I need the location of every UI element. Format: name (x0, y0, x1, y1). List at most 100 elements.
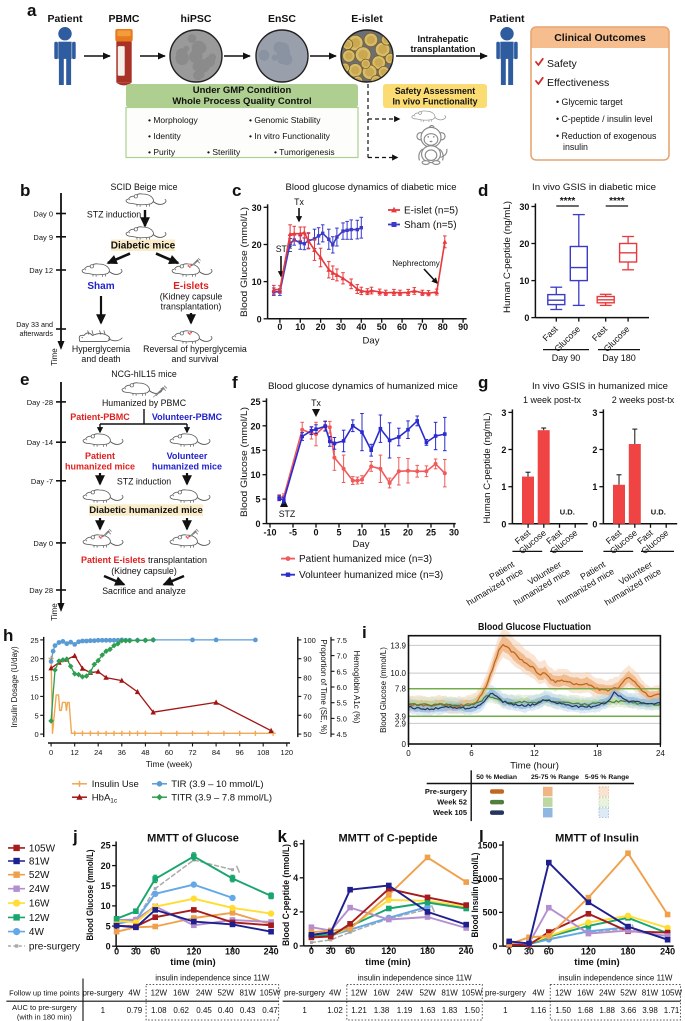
svg-text:3: 3 (501, 408, 506, 418)
svg-text:25: 25 (30, 636, 38, 645)
svg-text:Day 0: Day 0 (33, 539, 53, 548)
svg-text:20: 20 (30, 655, 38, 664)
svg-text:7.8: 7.8 (395, 685, 407, 694)
svg-text:5.5: 5.5 (337, 699, 347, 708)
svg-text:afterwards: afterwards (19, 329, 53, 338)
svg-text:96: 96 (235, 748, 243, 757)
svg-text:Patient: Patient (47, 13, 83, 25)
svg-text:1: 1 (503, 1006, 508, 1015)
svg-text:105W: 105W (260, 988, 281, 997)
svg-text:4W: 4W (329, 988, 341, 997)
svg-text:Blood Insulin (pmol/L): Blood Insulin (pmol/L) (470, 853, 480, 938)
svg-text:52W: 52W (419, 988, 436, 997)
svg-text:20: 20 (250, 421, 260, 431)
svg-text:SCID Beige mice: SCID Beige mice (111, 182, 178, 192)
svg-text:****: **** (560, 196, 576, 207)
svg-text:6.0: 6.0 (337, 683, 347, 692)
svg-text:Follow up time points: Follow up time points (9, 988, 80, 997)
svg-text:81W: 81W (441, 988, 458, 997)
svg-text:Human C-peptide (ng/mL): Human C-peptide (ng/mL) (502, 201, 512, 313)
svg-text:pre-surgery: pre-surgery (485, 988, 526, 997)
svg-text:105W: 105W (462, 988, 483, 997)
svg-text:3.9: 3.9 (395, 712, 407, 721)
svg-text:3: 3 (592, 408, 597, 418)
svg-text:1.88: 1.88 (599, 1006, 615, 1015)
svg-text:5: 5 (336, 528, 341, 538)
svg-text:52W: 52W (29, 870, 50, 881)
svg-text:Blood C-peptide (nmol/L): Blood C-peptide (nmol/L) (281, 844, 291, 946)
svg-text:1: 1 (101, 1006, 106, 1015)
svg-text:6.5: 6.5 (337, 667, 347, 676)
svg-text:30: 30 (252, 203, 262, 213)
svg-text:In vivo GSIS in humanized mice: In vivo GSIS in humanized mice (532, 381, 668, 391)
svg-text:• In vitro Functionality: • In vitro Functionality (249, 131, 331, 141)
svg-text:MMTT of Glucose: MMTT of Glucose (147, 833, 239, 845)
svg-text:5: 5 (255, 495, 260, 505)
svg-text:0.43: 0.43 (240, 1006, 256, 1015)
svg-text:2: 2 (293, 907, 298, 917)
svg-text:transplantation): transplantation) (161, 302, 222, 312)
svg-text:180: 180 (420, 946, 435, 956)
svg-text:4W: 4W (532, 988, 544, 997)
svg-text:Proportion of Time (SE, %): Proportion of Time (SE, %) (319, 639, 328, 734)
svg-text:5-95 % Range: 5-95 % Range (585, 774, 629, 781)
svg-text:Hemoglobin A1c (%): Hemoglobin A1c (%) (352, 651, 361, 724)
svg-text:60: 60 (150, 946, 160, 956)
svg-text:Blood Glucose (mmol/L): Blood Glucose (mmol/L) (239, 407, 249, 517)
svg-text:0: 0 (402, 740, 407, 749)
svg-text:1.38: 1.38 (374, 1006, 390, 1015)
svg-text:0: 0 (35, 730, 39, 739)
svg-text:U.D.: U.D. (560, 508, 575, 517)
svg-text:Insulin Dosage (U/day): Insulin Dosage (U/day) (10, 646, 19, 728)
svg-text:Humanized by PBMC: Humanized by PBMC (102, 398, 187, 408)
svg-text:120: 120 (381, 946, 396, 956)
svg-text:12W: 12W (151, 988, 168, 997)
svg-text:10: 10 (30, 692, 38, 701)
svg-text:60: 60 (345, 946, 355, 956)
svg-text:humanized mice: humanized mice (65, 462, 135, 472)
svg-text:k: k (278, 827, 288, 846)
svg-text:time (min): time (min) (574, 957, 619, 968)
svg-text:0: 0 (313, 528, 318, 538)
svg-text:insulin independence since 11W: insulin independence since 11W (357, 974, 472, 983)
svg-text:Clinical Outcomes: Clinical Outcomes (554, 32, 646, 44)
svg-text:• Tumorigenesis: • Tumorigenesis (274, 147, 335, 157)
svg-text:0: 0 (592, 519, 597, 529)
svg-text:Under GMP Condition: Under GMP Condition (193, 85, 292, 96)
svg-text:• Sterility: • Sterility (207, 147, 241, 157)
svg-text:0: 0 (501, 519, 506, 529)
svg-text:0: 0 (49, 748, 53, 757)
svg-text:240: 240 (459, 946, 474, 956)
svg-text:25: 25 (101, 841, 111, 851)
svg-text:Volunteer-PBMC: Volunteer-PBMC (152, 412, 223, 422)
svg-text:• Genomic Stability: • Genomic Stability (249, 115, 321, 125)
svg-text:g: g (478, 373, 488, 392)
svg-text:16W: 16W (173, 988, 190, 997)
svg-text:7.5: 7.5 (337, 636, 347, 645)
svg-text:Week 52: Week 52 (437, 798, 467, 807)
svg-text:16W: 16W (577, 988, 594, 997)
svg-text:transplantation: transplantation (410, 44, 475, 54)
svg-text:insulin independence since 11W: insulin independence since 11W (558, 974, 673, 983)
svg-text:0: 0 (293, 941, 298, 951)
svg-text:10: 10 (250, 470, 260, 480)
svg-text:-10: -10 (263, 528, 276, 538)
svg-text:16W: 16W (29, 899, 50, 910)
svg-text:(Kidney capsule: (Kidney capsule (160, 292, 223, 302)
svg-text:Reversal of hyperglycemia: Reversal of hyperglycemia (143, 344, 247, 354)
svg-text:12W: 12W (29, 913, 50, 924)
svg-text:Nephrectomy: Nephrectomy (392, 259, 440, 268)
svg-text:STZ: STZ (279, 509, 296, 519)
svg-text:Blood glucose dynamics of huma: Blood glucose dynamics of humanized mice (268, 381, 458, 391)
svg-text:time (min): time (min) (170, 957, 215, 968)
svg-text:81W: 81W (29, 857, 50, 868)
svg-text:3.66: 3.66 (621, 1006, 637, 1015)
svg-text:40: 40 (356, 322, 366, 332)
svg-text:20: 20 (252, 240, 262, 250)
svg-text:Patient: Patient (85, 451, 115, 461)
svg-text:Day 12: Day 12 (29, 266, 53, 275)
svg-text:-5: -5 (289, 528, 297, 538)
svg-text:5.0: 5.0 (337, 714, 347, 723)
svg-text:1.16: 1.16 (531, 1006, 547, 1015)
svg-text:pre-surgery: pre-surgery (284, 988, 325, 997)
